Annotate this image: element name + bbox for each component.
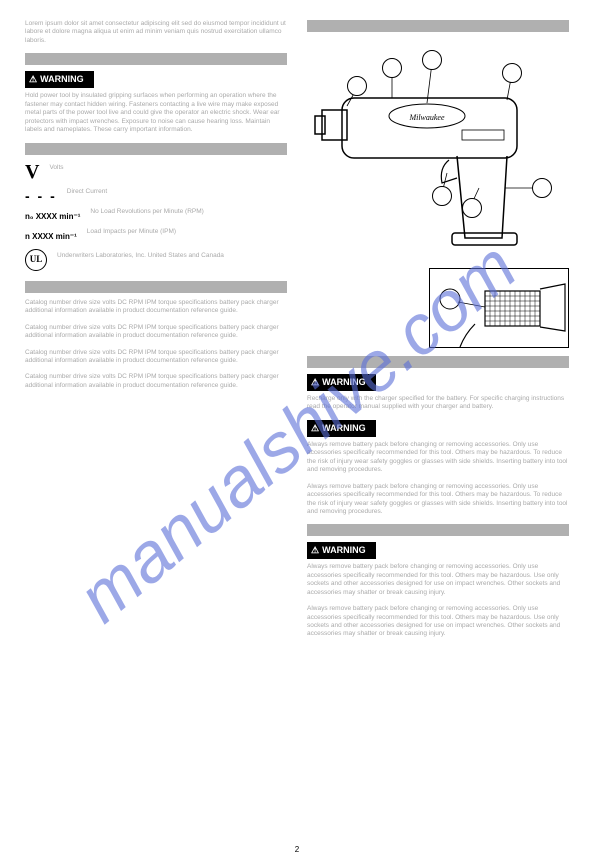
symbol-row-dc: - - - Direct Current <box>25 188 287 204</box>
symbol-row-ul: UL Underwriters Laboratories, Inc. Unite… <box>25 249 287 271</box>
callout-2 <box>422 50 442 70</box>
impact-wrench-icon: Milwaukee <box>307 38 567 248</box>
symbol-row-load: n XXXX min⁻¹ Load Impacts per Minute (IP… <box>25 228 287 244</box>
specs-text-3: Catalog number drive size volts DC RPM I… <box>25 349 287 366</box>
section-bar-specs <box>25 281 287 293</box>
section-bar-assembly <box>307 524 569 536</box>
warning-text-2: Recharge only with the charger specified… <box>307 395 569 412</box>
symbol-v: V <box>25 161 39 184</box>
callout-6 <box>462 198 482 218</box>
symbol-dc-icon: - - - <box>25 188 57 204</box>
page-content: Lorem ipsum dolor sit amet consectetur a… <box>0 0 594 667</box>
specs-text: Catalog number drive size volts DC RPM I… <box>25 299 287 316</box>
callout-4 <box>347 76 367 96</box>
svg-text:Milwaukee: Milwaukee <box>408 113 445 122</box>
warning-label-2: WARNING <box>307 374 376 391</box>
section-bar-battery <box>307 356 569 368</box>
callout-3 <box>502 63 522 83</box>
right-column: Milwaukee <box>307 20 569 647</box>
warning-text-3: Always remove battery pack before changi… <box>307 441 569 475</box>
callout-5 <box>432 186 452 206</box>
warning-label-4: WARNING <box>307 542 376 559</box>
chuck-detail-icon <box>430 269 568 347</box>
intro-text: Lorem ipsum dolor sit amet consectetur a… <box>25 20 287 45</box>
symbol-load-desc: Load Impacts per Minute (IPM) <box>87 228 176 236</box>
detail-inset <box>429 268 569 348</box>
symbol-noload: n₀ XXXX min⁻¹ <box>25 212 80 221</box>
symbol-v-desc: Volts <box>49 164 63 172</box>
tool-diagram: Milwaukee <box>307 38 569 268</box>
warning-text-4: Always remove battery pack before changi… <box>307 563 569 597</box>
specs-text-2: Catalog number drive size volts DC RPM I… <box>25 324 287 341</box>
page-number: 2 <box>295 845 299 854</box>
symbol-row-noload: n₀ XXXX min⁻¹ No Load Revolutions per Mi… <box>25 208 287 224</box>
symbol-ul-desc: Underwriters Laboratories, Inc. United S… <box>57 252 224 260</box>
section-bar-functional <box>307 20 569 32</box>
callout-7 <box>532 178 552 198</box>
symbol-dc-desc: Direct Current <box>67 188 107 196</box>
callout-1 <box>382 58 402 78</box>
warning-label-1: WARNING <box>25 71 94 88</box>
warning-text-3b: Always remove battery pack before changi… <box>307 483 569 517</box>
warning-text-4b: Always remove battery pack before changi… <box>307 605 569 639</box>
symbol-row-volts: V Volts <box>25 161 287 184</box>
warning-label-3: WARNING <box>307 420 376 437</box>
specs-text-4: Catalog number drive size volts DC RPM I… <box>25 373 287 390</box>
section-bar-symbology <box>25 143 287 155</box>
ul-icon: UL <box>25 249 47 271</box>
section-bar-safety <box>25 53 287 65</box>
warning-text-1: Hold power tool by insulated gripping su… <box>25 92 287 134</box>
symbol-load: n XXXX min⁻¹ <box>25 232 77 241</box>
symbol-noload-desc: No Load Revolutions per Minute (RPM) <box>90 208 203 216</box>
left-column: Lorem ipsum dolor sit amet consectetur a… <box>25 20 287 647</box>
